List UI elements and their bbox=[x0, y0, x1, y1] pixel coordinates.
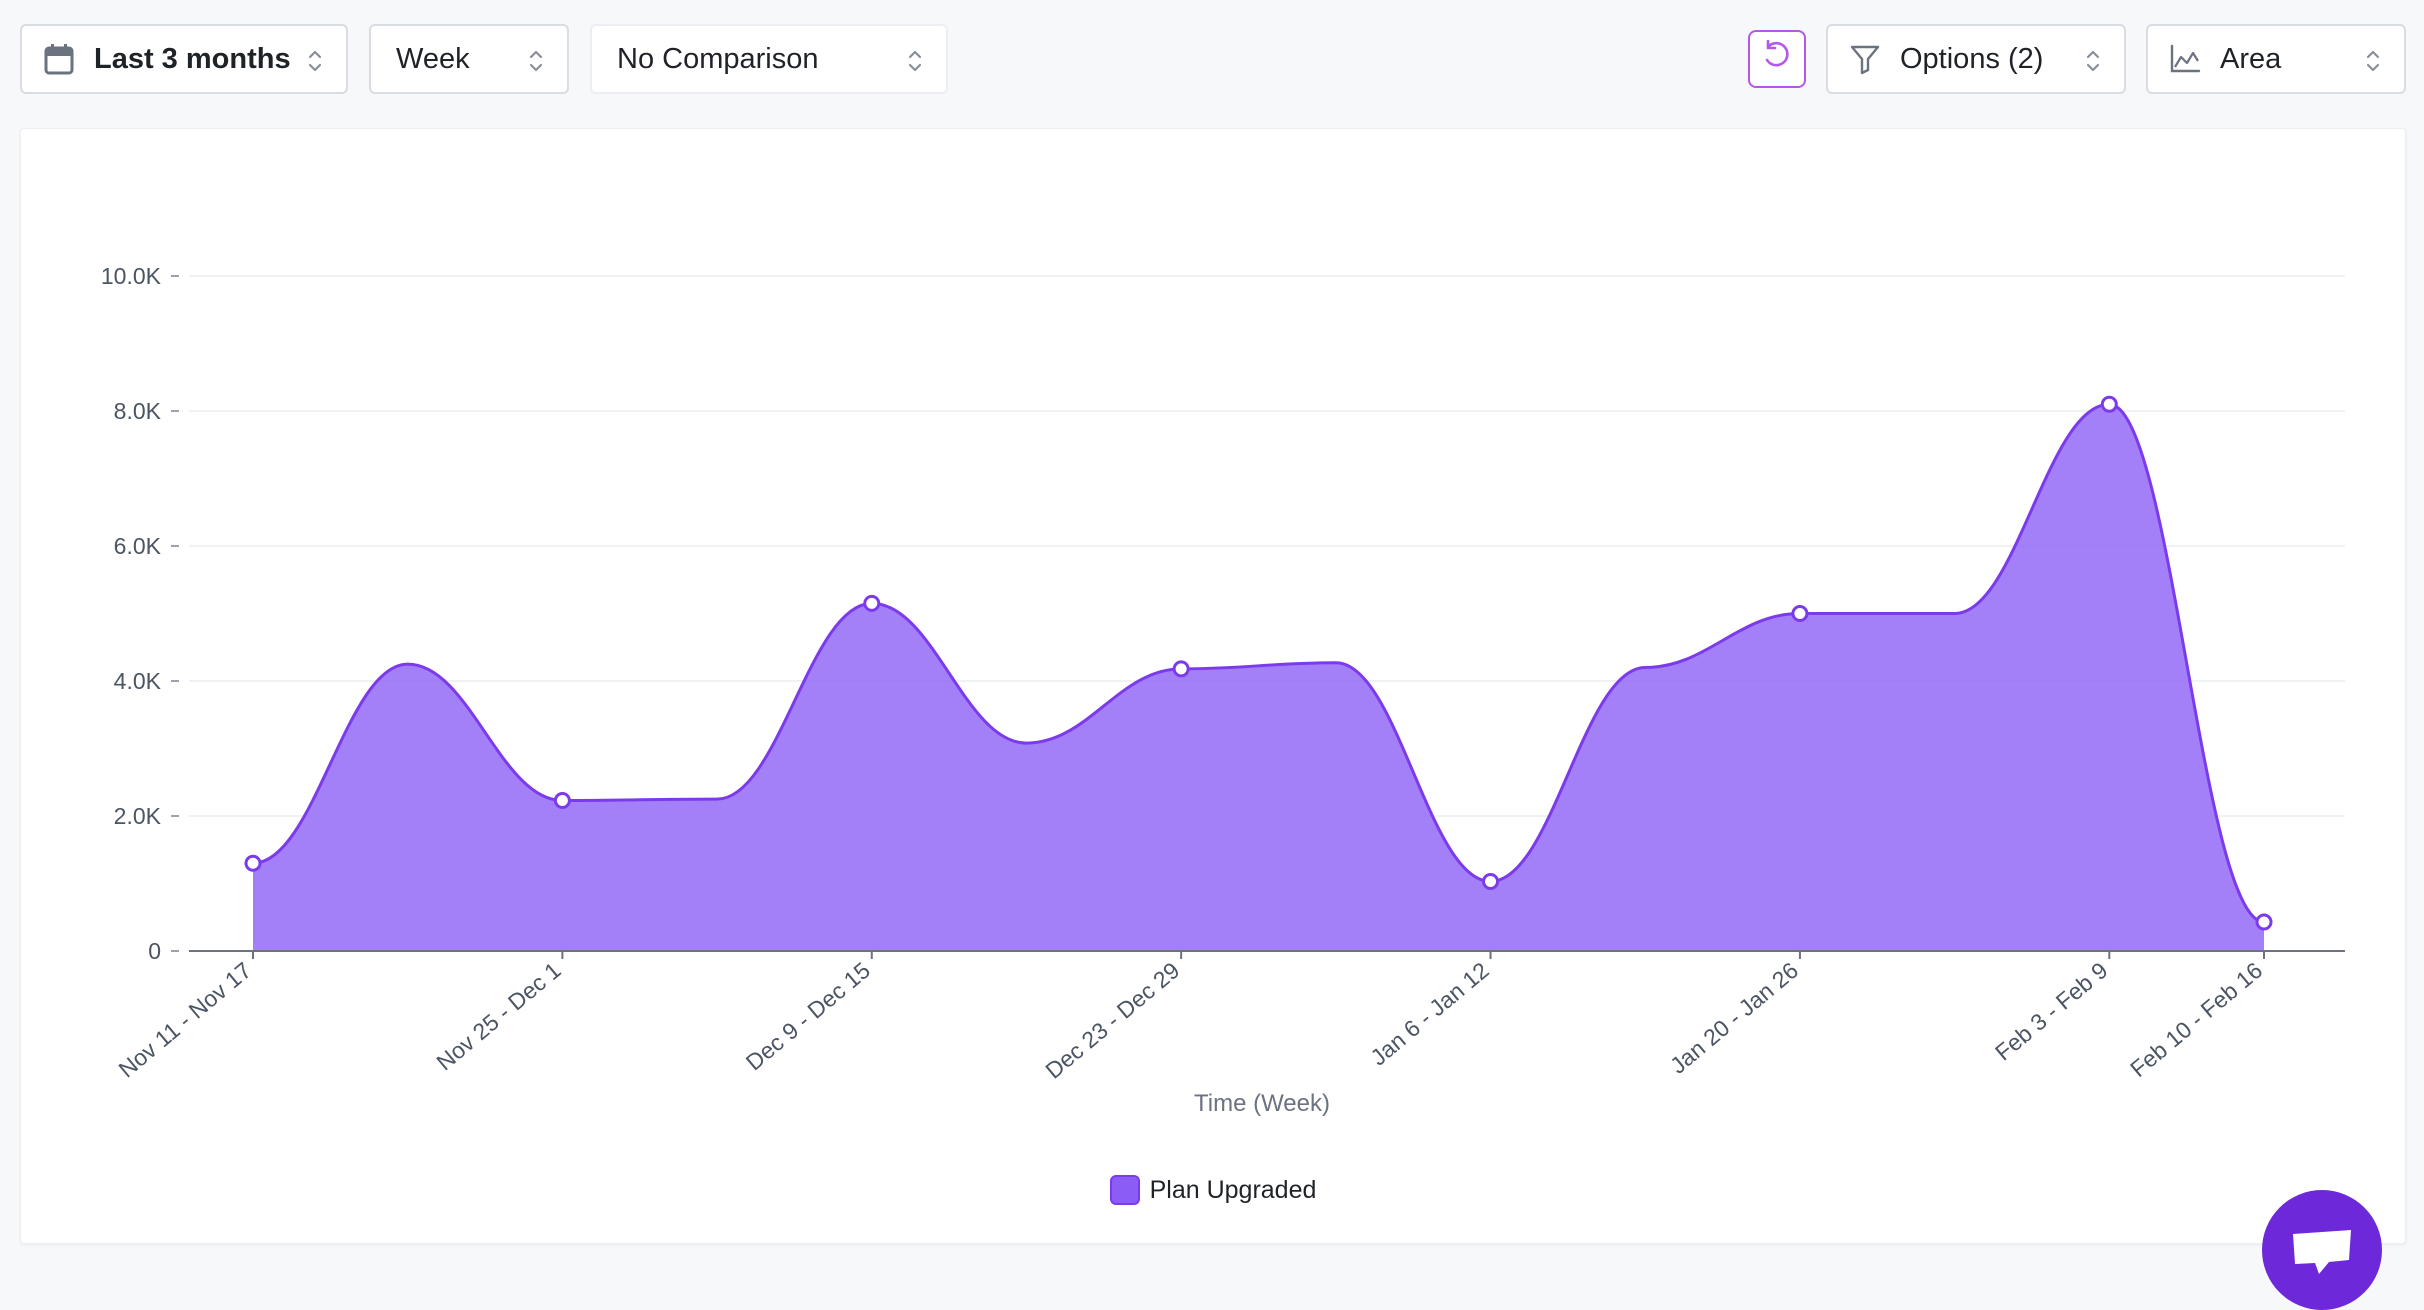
x-tick-label: Jan 6 - Jan 12 bbox=[1365, 957, 1493, 1071]
reset-rotate-icon bbox=[1760, 38, 1794, 80]
chevron-up-down-icon bbox=[906, 44, 924, 78]
calendar-icon bbox=[42, 42, 76, 76]
chart-panel: 0 2.0K 4.0K 6.0K 8.0K 10.0K Nov 11 - Nov 17 Nov… bbox=[20, 128, 2406, 1244]
data-point bbox=[244, 854, 262, 872]
y-tick-label: 0 bbox=[148, 938, 161, 964]
data-point bbox=[2255, 913, 2273, 931]
chart-type-label: Area bbox=[2220, 42, 2282, 75]
y-tick-label: 4.0K bbox=[114, 668, 162, 694]
reset-button[interactable] bbox=[1748, 30, 1806, 88]
chevron-up-down-icon bbox=[527, 44, 545, 78]
y-tick-label: 2.0K bbox=[114, 803, 162, 829]
legend-swatch bbox=[1109, 1175, 1140, 1205]
area-chart: 0 2.0K 4.0K 6.0K 8.0K 10.0K Nov 11 - Nov 17 Nov… bbox=[101, 263, 2345, 1117]
date-range-label: Last 3 months bbox=[94, 42, 291, 75]
x-tick-label: Jan 20 - Jan 26 bbox=[1665, 957, 1803, 1079]
x-tick-label: Feb 3 - Feb 9 bbox=[1990, 957, 2112, 1066]
x-tick-label: Feb 10 - Feb 16 bbox=[2125, 957, 2267, 1082]
y-tick-label: 8.0K bbox=[114, 398, 162, 424]
x-tick-label: Dec 23 - Dec 29 bbox=[1040, 957, 1184, 1084]
data-point bbox=[1791, 605, 1809, 622]
data-point bbox=[1482, 872, 1500, 890]
comparison-label: No Comparison bbox=[617, 42, 819, 75]
data-point bbox=[553, 791, 571, 809]
series-area-plan-upgraded bbox=[253, 404, 2264, 951]
data-point bbox=[1172, 660, 1190, 678]
chart-legend[interactable]: Plan Upgraded bbox=[21, 1175, 2405, 1205]
chevron-up-down-icon bbox=[306, 44, 324, 78]
date-range-select[interactable]: Last 3 months bbox=[20, 24, 348, 94]
x-axis-title: Time (Week) bbox=[1194, 1090, 1330, 1117]
comparison-select[interactable]: No Comparison bbox=[590, 24, 948, 94]
filter-funnel-icon bbox=[1848, 42, 1882, 76]
interval-select[interactable]: Week bbox=[369, 24, 569, 94]
options-select[interactable]: Options (2) bbox=[1826, 24, 2126, 94]
chat-button[interactable] bbox=[2262, 1190, 2382, 1310]
options-label: Options (2) bbox=[1900, 42, 2044, 75]
area-chart-icon bbox=[2168, 42, 2202, 76]
y-tick-label: 6.0K bbox=[114, 533, 162, 559]
x-tick-label: Dec 9 - Dec 15 bbox=[741, 957, 875, 1076]
legend-label: Plan Upgraded bbox=[1149, 1175, 1317, 1204]
chevron-up-down-icon bbox=[2364, 44, 2382, 78]
data-point bbox=[2100, 395, 2118, 413]
chart-type-select[interactable]: Area bbox=[2146, 24, 2406, 94]
chevron-up-down-icon bbox=[2084, 44, 2102, 78]
toolbar: Last 3 months Week No Comparison Options… bbox=[0, 0, 2424, 120]
x-tick-label: Nov 11 - Nov 17 bbox=[113, 957, 256, 1083]
data-point bbox=[863, 594, 881, 612]
x-tick-label: Nov 25 - Dec 1 bbox=[431, 957, 565, 1076]
y-tick-label: 10.0K bbox=[101, 263, 162, 289]
interval-label: Week bbox=[396, 42, 470, 75]
